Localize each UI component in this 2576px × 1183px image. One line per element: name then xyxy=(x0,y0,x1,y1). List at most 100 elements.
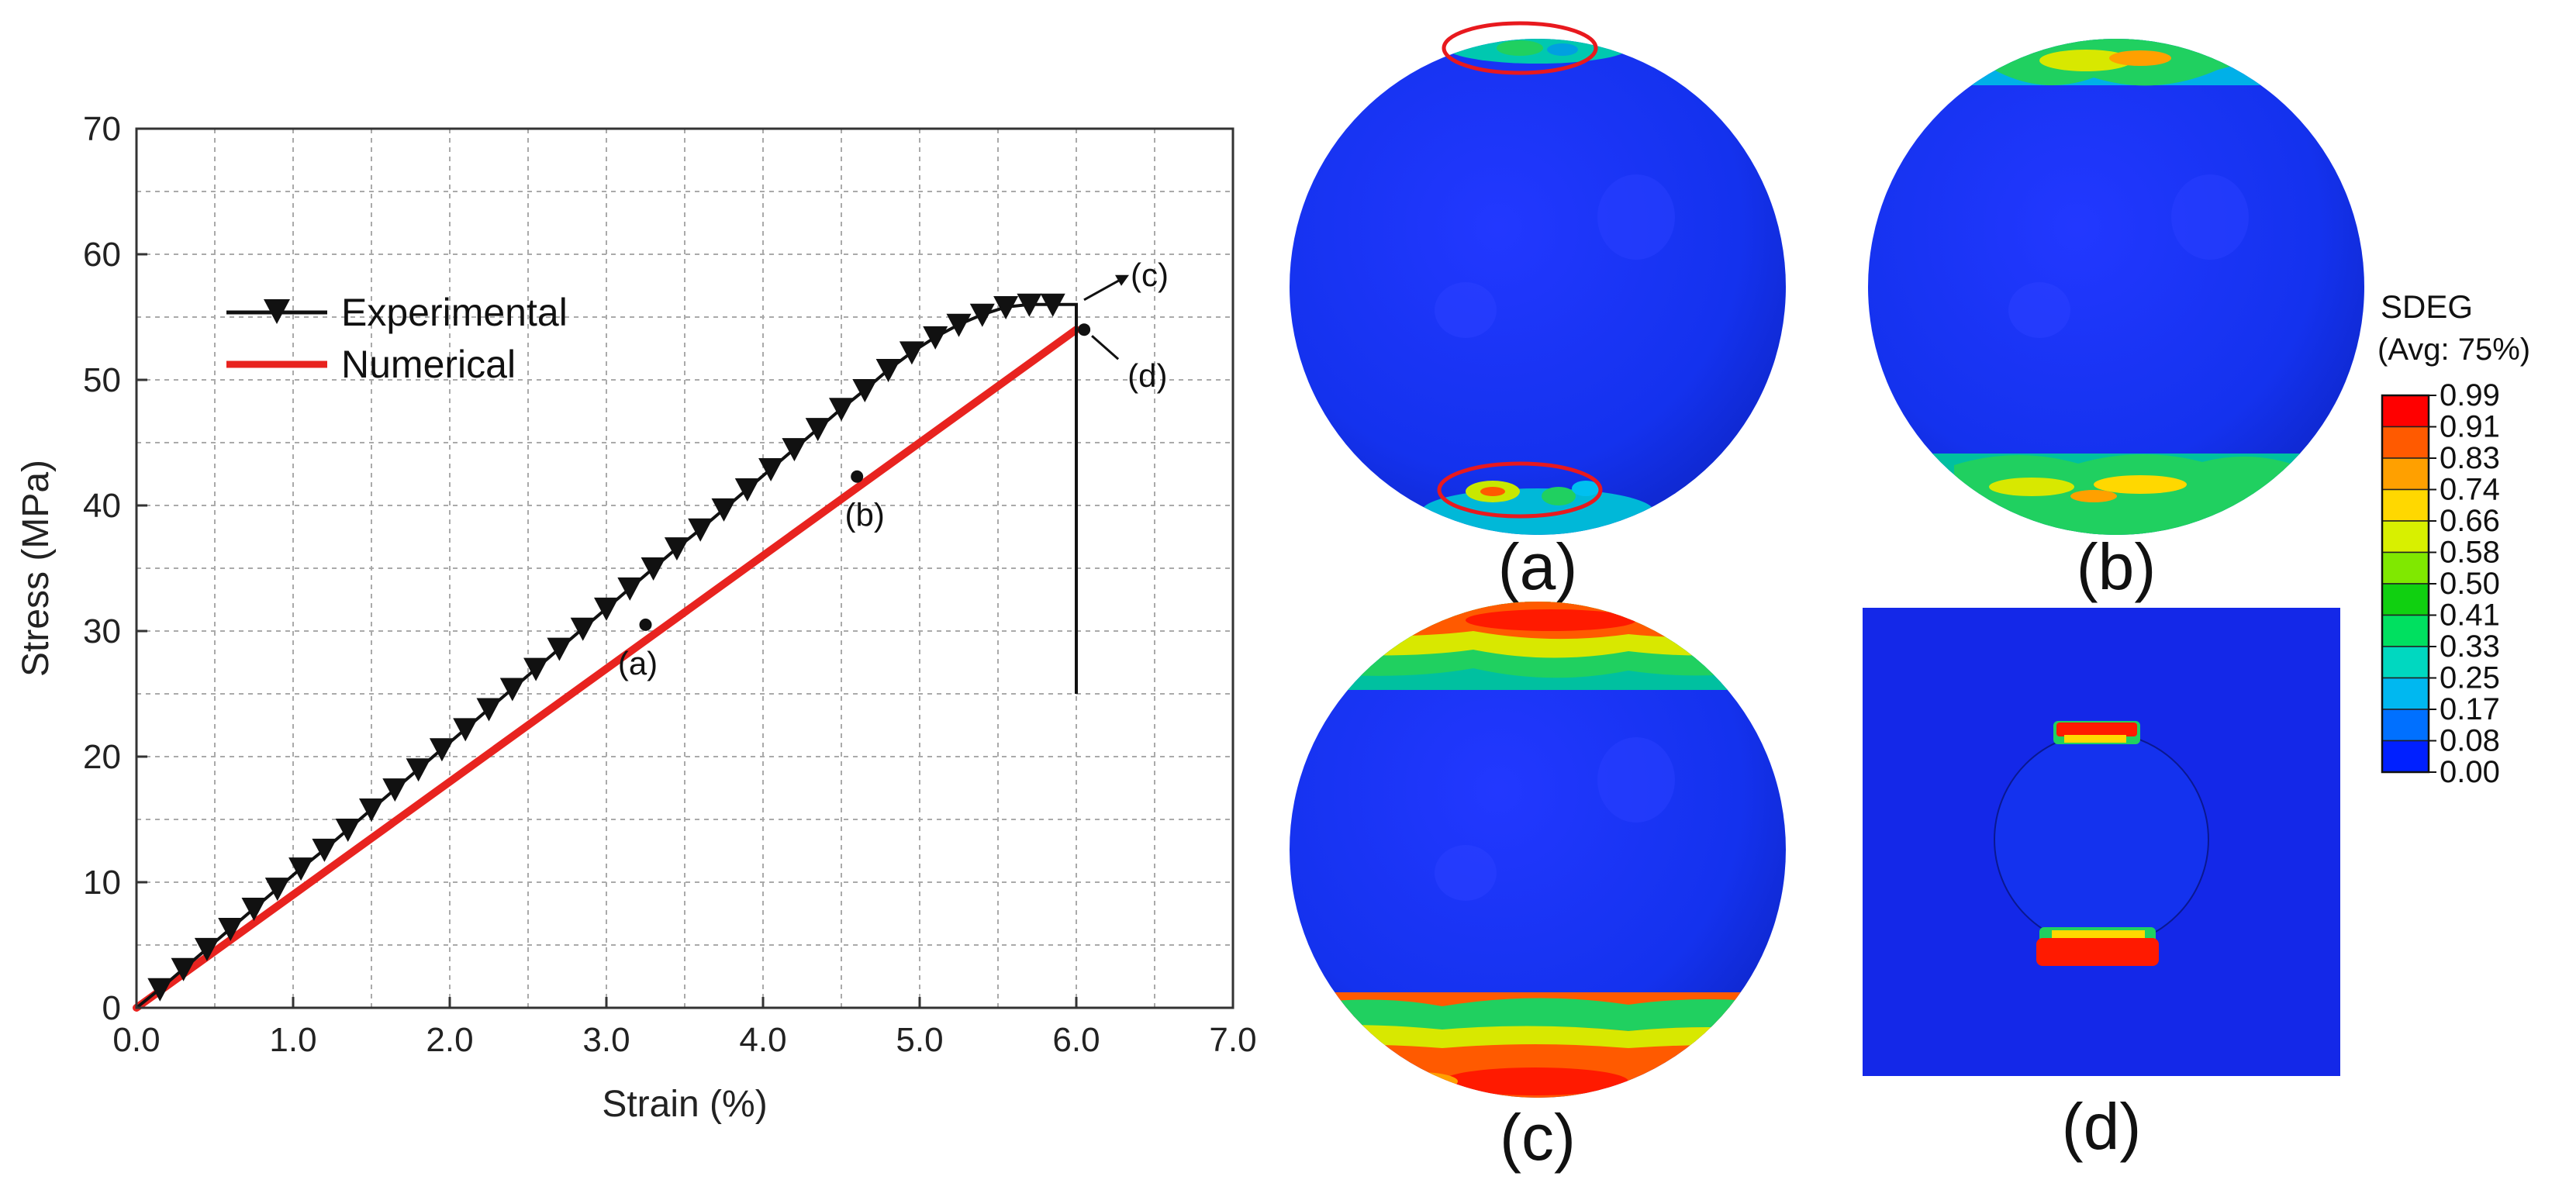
sphere-d xyxy=(1994,732,2209,947)
experimental-point xyxy=(288,857,314,881)
legend-experimental-marker xyxy=(264,299,290,324)
x-tick-label: 6.0 xyxy=(1052,1021,1100,1059)
plot-frame xyxy=(135,127,1234,1009)
colorbar-level: 0.66 xyxy=(2440,504,2500,538)
experimental-point xyxy=(264,878,290,902)
experimental-point xyxy=(359,798,384,823)
y-tick-label: 0 xyxy=(102,989,121,1027)
experimental-point xyxy=(641,557,666,581)
colorbar-frame xyxy=(2381,394,2430,774)
y-tick-label: 20 xyxy=(83,738,121,776)
experimental-point xyxy=(523,657,549,681)
experimental-point xyxy=(782,438,807,462)
x-tick-label: 7.0 xyxy=(1209,1021,1256,1059)
legend-experimental-label: Experimental xyxy=(341,291,568,334)
experimental-point xyxy=(594,597,619,621)
experimental-point xyxy=(241,898,267,922)
experimental-point xyxy=(688,518,713,542)
x-tick-label: 0.0 xyxy=(112,1021,160,1059)
panel-d: (d) xyxy=(1863,608,2340,1163)
experimental-point xyxy=(429,738,454,762)
colorbar: SDEG (Avg: 75%) 0.990.910.830.740.660.58… xyxy=(2377,288,2530,789)
stress-strain-chart: 0.0 1.0 2.0 3.0 4.0 5.0 6.0 7.0010203040506070 … xyxy=(16,110,1256,1125)
colorbar-swatch xyxy=(2381,614,2429,647)
experimental-point xyxy=(453,718,478,742)
colorbar-level: 0.33 xyxy=(2440,629,2500,664)
experimental-point xyxy=(499,678,525,702)
experimental-point xyxy=(1017,293,1042,317)
y-tick-label: 70 xyxy=(83,110,121,148)
colorbar-swatch xyxy=(2381,488,2429,522)
panel-label-b: (b) xyxy=(2077,530,2156,603)
colorbar-level: 0.50 xyxy=(2440,567,2500,601)
grid xyxy=(136,129,1233,1008)
experimental-point xyxy=(875,359,901,383)
experimental-point xyxy=(923,326,948,350)
x-tick-label: 1.0 xyxy=(269,1021,316,1059)
experimental-point xyxy=(664,537,689,561)
colorbar-swatch xyxy=(2381,583,2429,616)
legend-numerical-label: Numerical xyxy=(341,343,516,386)
experimental-point xyxy=(734,478,760,502)
damage-zones-d xyxy=(2036,721,2159,966)
experimental-point xyxy=(969,303,995,327)
annotation-point xyxy=(1078,323,1091,336)
experimental-point xyxy=(171,957,196,981)
experimental-point xyxy=(382,778,408,802)
damage-zones-b xyxy=(1868,39,2364,535)
x-tick-label: 2.0 xyxy=(426,1021,473,1059)
experimental-point xyxy=(218,917,243,941)
colorbar-level: 0.58 xyxy=(2440,536,2500,570)
x-tick-label: 5.0 xyxy=(896,1021,943,1059)
y-tick-label: 30 xyxy=(83,612,121,650)
experimental-point xyxy=(406,758,431,782)
experimental-point xyxy=(805,418,830,442)
experimental-point xyxy=(899,341,924,365)
experimental-point xyxy=(758,458,784,482)
panel-a: (a) xyxy=(1290,21,1786,603)
numerical-line xyxy=(133,326,1080,1012)
experimental-point xyxy=(1040,293,1065,317)
colorbar-swatch xyxy=(2381,395,2429,428)
experimental-point xyxy=(570,617,596,641)
colorbar-level: 0.00 xyxy=(2440,755,2500,789)
panel-label-a: (a) xyxy=(1498,530,1578,603)
panel-b: (b) xyxy=(1868,39,2364,603)
y-axis-label: Stress (MPa) xyxy=(16,460,57,677)
annotation-point xyxy=(851,470,864,483)
colorbar-swatch xyxy=(2381,677,2429,710)
colorbar-level: 0.41 xyxy=(2440,598,2500,633)
plate-d xyxy=(1863,608,2340,1076)
colorbar-swatch xyxy=(2381,520,2429,554)
colorbar-level: 0.74 xyxy=(2440,473,2500,507)
colorbar-swatch xyxy=(2381,551,2429,585)
colorbar-title: SDEG xyxy=(2381,288,2473,325)
sphere-b xyxy=(1868,39,2364,535)
experimental-point xyxy=(993,296,1019,320)
panel-label-d: (d) xyxy=(2062,1090,2142,1163)
annotation-label: (c) xyxy=(1131,257,1169,293)
experimental-point xyxy=(147,978,173,1002)
x-axis-label: Strain (%) xyxy=(602,1084,767,1125)
y-tick-label: 60 xyxy=(83,236,121,274)
experimental-point xyxy=(829,398,854,422)
y-tick-label: 40 xyxy=(83,487,121,525)
y-tick-label: 10 xyxy=(83,864,121,902)
annotation-arrowhead xyxy=(1115,274,1129,286)
experimental-series xyxy=(135,293,1078,1009)
numerical-series xyxy=(133,326,1080,1012)
experimental-point xyxy=(335,818,361,842)
x-tick-label: 4.0 xyxy=(739,1021,786,1059)
colorbar-level: 0.91 xyxy=(2440,410,2500,444)
annotation-arrow xyxy=(1091,335,1120,360)
highlight-ring-bottom-a xyxy=(1437,461,1603,519)
experimental-point xyxy=(946,313,972,337)
experimental-point xyxy=(312,838,337,862)
annotation-label: (d) xyxy=(1127,357,1167,394)
panel-label-c: (c) xyxy=(1500,1101,1576,1174)
colorbar-subtitle: (Avg: 75%) xyxy=(2377,333,2530,367)
annotation-label: (b) xyxy=(845,497,885,533)
colorbar-swatch xyxy=(2381,646,2429,679)
axis-ticks: 0.0 1.0 2.0 3.0 4.0 5.0 6.0 7.0 0 10 20 30 40 50 60 70 xyxy=(83,110,1256,1059)
sphere-c xyxy=(1290,602,1786,1098)
